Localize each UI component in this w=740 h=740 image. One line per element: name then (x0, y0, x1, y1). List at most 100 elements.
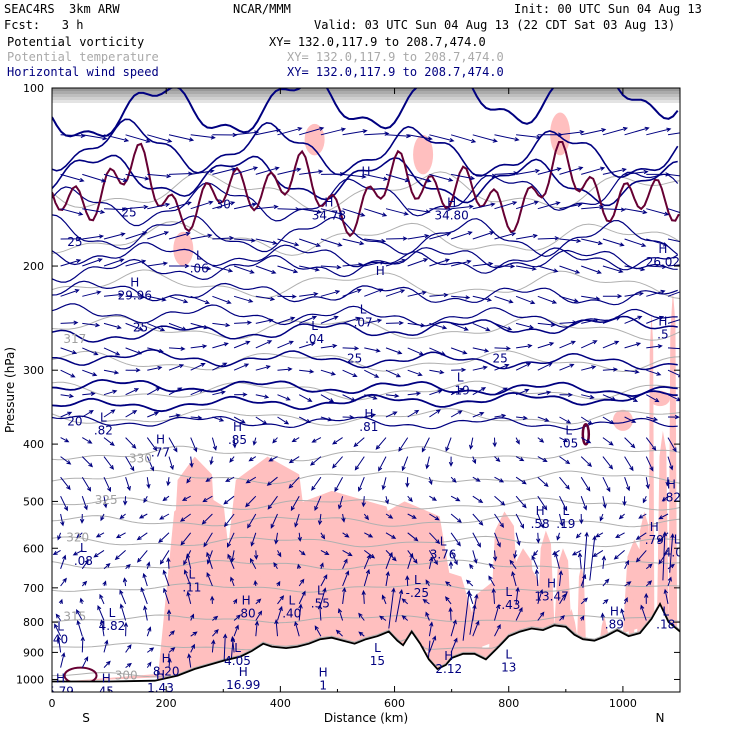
wind-vector (342, 558, 348, 570)
wind-vector (76, 609, 83, 621)
extremum-marker: L (288, 593, 295, 607)
forecast-hour: Fcst: 3 h (4, 18, 84, 32)
extremum-marker: L (234, 641, 241, 655)
wind-vector (189, 456, 194, 468)
wind-vector (223, 495, 235, 505)
wind-vector (342, 238, 365, 246)
wind-vector (667, 346, 680, 351)
wind-vector (168, 437, 178, 453)
wind-vector (624, 416, 637, 423)
wind-vector (635, 532, 647, 540)
wind-vector (577, 552, 583, 569)
wind-vector (472, 173, 497, 178)
wind-vector (509, 559, 517, 570)
extremum-value: .81 (359, 420, 378, 434)
wind-vector (206, 551, 213, 569)
wind-vector (277, 294, 297, 299)
wind-vector (299, 169, 324, 175)
wind-vector (663, 588, 669, 605)
extremum-marker: H (56, 672, 65, 686)
wind-vector (252, 437, 257, 446)
extremum-marker: H (364, 407, 373, 421)
wind-vector (515, 586, 520, 604)
wind-vector (405, 477, 410, 488)
wind-vector (444, 596, 452, 605)
wind-vector (253, 579, 258, 587)
pv-shading (600, 615, 609, 639)
wind-vector (624, 342, 642, 349)
pv-shading (657, 430, 669, 623)
wind-vector (82, 437, 93, 444)
theta-contour (52, 380, 680, 401)
wind-vector (472, 365, 488, 371)
wind-vector (450, 134, 477, 143)
wind-vector (82, 234, 105, 240)
wind-vector (276, 580, 281, 587)
y-tick-label: 200 (23, 260, 44, 273)
field-xy-theta: XY= 132.0,117.9 to 208.7,474.0 (287, 50, 504, 64)
wind-vector (125, 456, 135, 472)
wind-vector (537, 265, 559, 273)
wind-vector (125, 204, 149, 210)
extremum-marker: L (57, 620, 64, 634)
wind-vector (645, 477, 650, 490)
extremum-marker: H (376, 264, 385, 278)
wind-vector (255, 265, 277, 274)
wind-vector (147, 347, 164, 353)
wind-vector (335, 629, 343, 637)
wind-vector (168, 413, 181, 418)
wind-vector (469, 563, 474, 570)
wind-vector (202, 495, 213, 503)
wind-vector (168, 171, 194, 176)
wind-vector (122, 577, 128, 587)
wind-vector (622, 496, 627, 507)
wind-vector (298, 416, 311, 424)
wind-vector (103, 207, 127, 212)
wind-vector (255, 295, 276, 301)
wind-vector (168, 346, 186, 351)
wind-vector (146, 456, 155, 472)
wind-vector (384, 496, 390, 505)
wind-vector (320, 532, 326, 540)
wind-vector (342, 262, 364, 267)
extremum-marker: L (196, 248, 203, 262)
wind-vector (81, 559, 89, 570)
theta-contour (52, 514, 680, 528)
wind-vector (624, 477, 631, 492)
wind-vector (429, 513, 440, 521)
wind-vector (320, 574, 328, 587)
wind-vector (407, 322, 426, 328)
stratosphere-band (52, 94, 680, 97)
wind-vector (190, 322, 209, 330)
wind-vector (82, 322, 101, 328)
wind-vector (103, 173, 128, 182)
wind-vector (665, 477, 670, 487)
wind-vector (559, 363, 575, 371)
extremum-value: .19 (556, 517, 575, 531)
wind-vector (225, 476, 235, 482)
wind-vector (537, 390, 552, 396)
wind-vector (645, 437, 657, 451)
wind-vector (212, 362, 228, 371)
wind-vector (472, 387, 487, 396)
wind-vector (385, 289, 406, 297)
wind-vector (255, 238, 278, 245)
wind-vector (294, 513, 300, 528)
wind-vector (581, 166, 606, 175)
wind-vector (559, 614, 565, 621)
wind-vector (320, 315, 339, 324)
wind-vector (364, 318, 383, 324)
wind-vector (624, 369, 640, 374)
wind-vector (255, 610, 263, 621)
wind-vector (58, 598, 63, 605)
wind-vector (95, 532, 105, 538)
extremum-value: .58 (531, 517, 550, 531)
wind-vector (60, 456, 72, 465)
wind-vector (320, 208, 344, 216)
extremum-value: .40 (282, 606, 301, 620)
wind-vector (472, 347, 490, 353)
wind-vector (146, 661, 152, 668)
wind-vector (407, 134, 433, 141)
wind-vector (298, 394, 313, 402)
wind-vector (253, 550, 259, 560)
